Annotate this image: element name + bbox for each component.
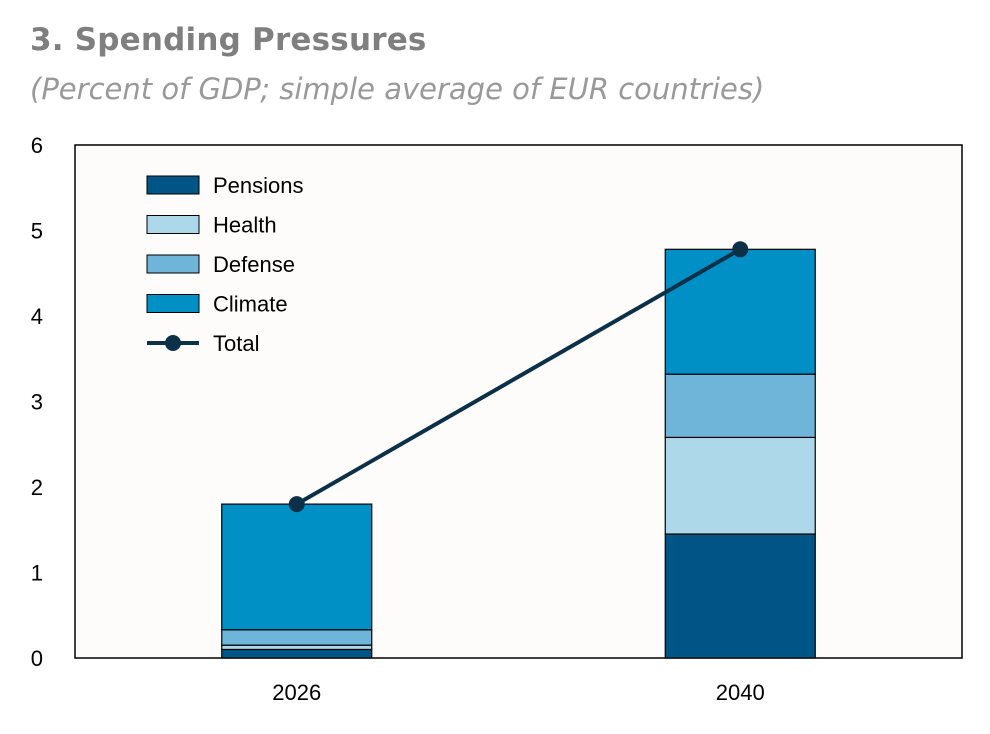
y-tick-label: 1 <box>31 561 43 586</box>
total-point-2040 <box>732 241 749 258</box>
total-line-group <box>288 241 749 513</box>
legend-marker-total <box>165 335 181 351</box>
y-tick-label: 0 <box>31 646 43 671</box>
bar-pensions-2040 <box>664 533 816 659</box>
legend-swatch-pensions <box>146 175 200 195</box>
bar-health-2040 <box>664 436 816 535</box>
y-tick-label: 6 <box>31 133 43 158</box>
chart-subtitle: (Percent of GDP; simple average of EUR c… <box>30 72 765 106</box>
legend-label-climate: Climate <box>213 292 288 317</box>
total-line <box>295 247 742 506</box>
legend: Pensions Health Defense Climate Total <box>146 173 304 356</box>
legend-label-pensions: Pensions <box>213 173 304 198</box>
legend-label-defense: Defense <box>213 252 295 277</box>
x-tick-label: 2040 <box>716 680 765 705</box>
legend-swatch-defense <box>146 254 200 274</box>
legend-label-total: Total <box>213 331 259 356</box>
bar-defense-2026 <box>221 629 373 646</box>
y-tick-label: 3 <box>31 390 43 415</box>
y-tick-label: 5 <box>31 219 43 244</box>
legend-swatch-health <box>146 215 200 234</box>
bars-group <box>221 248 816 659</box>
y-tick-label: 4 <box>31 304 43 329</box>
bar-climate-2026 <box>221 503 373 631</box>
total-point-2026 <box>288 496 305 513</box>
y-axis-ticks: 0 1 2 3 4 5 6 <box>31 133 43 671</box>
plot-area <box>74 144 963 659</box>
x-axis-ticks: 2026 2040 <box>272 680 764 705</box>
legend-swatch-climate <box>146 294 200 313</box>
legend-label-health: Health <box>213 213 277 238</box>
bar-pensions-2026 <box>221 648 373 659</box>
bar-defense-2040 <box>664 373 816 439</box>
bar-health-2026 <box>221 644 373 651</box>
y-tick-label: 2 <box>31 475 43 500</box>
x-tick-label: 2026 <box>272 680 321 705</box>
bar-climate-2040 <box>664 248 816 375</box>
chart-title: 3. Spending Pressures <box>30 22 427 58</box>
